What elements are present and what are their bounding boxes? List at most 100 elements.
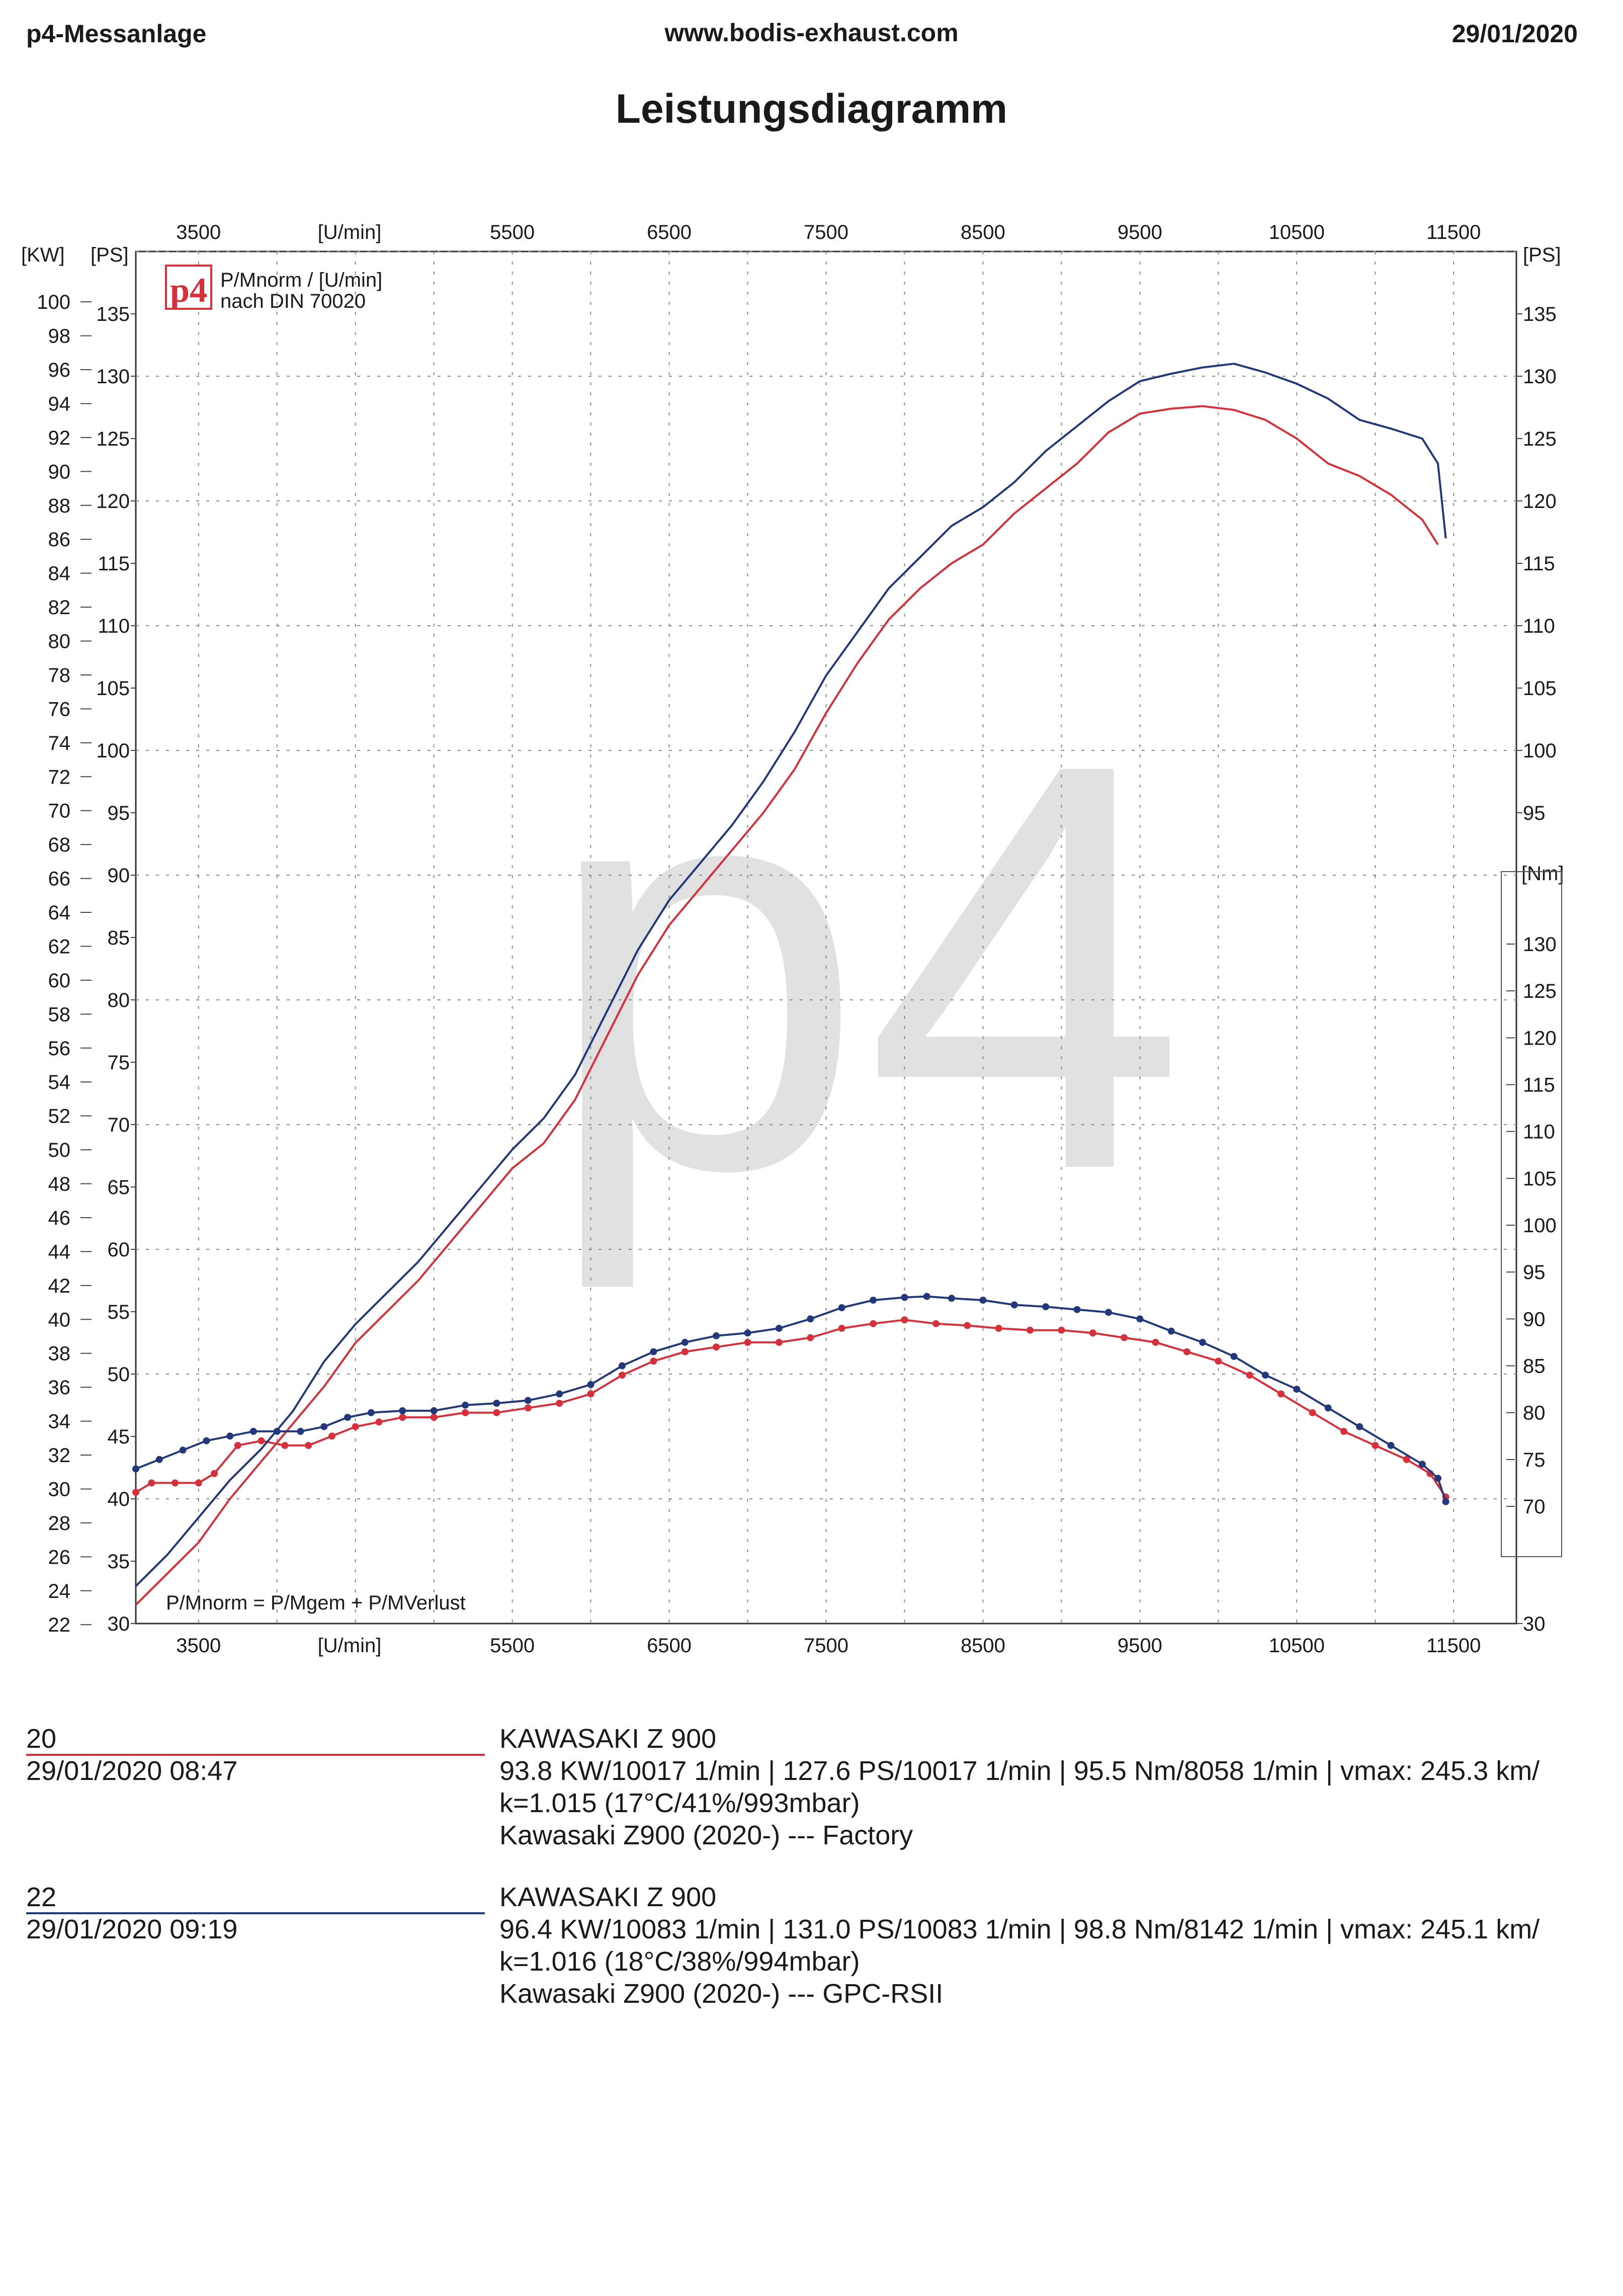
kw-tick-label: 72 <box>48 766 71 788</box>
kw-tick-label: 54 <box>48 1071 71 1093</box>
ps-tick-label-left: 90 <box>108 865 130 887</box>
kw-tick-label: 82 <box>48 597 71 619</box>
header-website: www.bodis-exhaust.com <box>664 19 959 47</box>
x-tick-label-top: 11500 <box>1426 221 1481 243</box>
torque-curve-20 <box>135 1319 1447 1498</box>
nm-tick-label: 75 <box>1523 1449 1546 1471</box>
kw-tick-label: 50 <box>48 1139 71 1161</box>
torque-point-22 <box>1324 1404 1332 1412</box>
run-20-block: 20 29/01/2020 08:47 KAWASAKI Z 900 93.8 … <box>0 1723 1623 1853</box>
kw-tick-label: 44 <box>48 1241 71 1263</box>
torque-point-20 <box>1403 1456 1410 1463</box>
ps-tick-label-left: 40 <box>108 1488 130 1510</box>
left-ps-unit-label: [PS] <box>91 244 129 266</box>
torque-point-22 <box>1434 1475 1441 1482</box>
torque-point-20 <box>1309 1409 1316 1416</box>
kw-tick-label: 68 <box>48 834 71 856</box>
kw-tick-label: 36 <box>48 1377 71 1399</box>
x-tick-label-top: 8500 <box>961 221 1005 243</box>
torque-point-22 <box>155 1456 163 1463</box>
kw-tick-label: 96 <box>48 359 71 381</box>
run-22-conditions: k=1.016 (18°C/38%/994mbar) <box>499 1946 860 1977</box>
torque-point-22 <box>619 1362 626 1370</box>
nm-tick-label: 90 <box>1523 1308 1546 1330</box>
torque-point-22 <box>1442 1498 1449 1505</box>
torque-point-20 <box>258 1437 265 1444</box>
torque-point-22 <box>367 1409 375 1416</box>
run-20-color-rule <box>26 1754 485 1756</box>
ps-tick-label-right: 125 <box>1523 428 1557 450</box>
torque-point-22 <box>1167 1327 1175 1335</box>
torque-point-22 <box>430 1407 438 1414</box>
kw-tick-label: 86 <box>48 529 71 551</box>
kw-tick-label: 80 <box>48 631 71 653</box>
kw-tick-label: 84 <box>48 563 71 585</box>
torque-point-22 <box>1105 1309 1112 1316</box>
right-ps-unit-label: [PS] <box>1523 244 1561 266</box>
x-tick-label-top: 9500 <box>1118 221 1162 243</box>
torque-point-22 <box>203 1437 210 1444</box>
torque-point-22 <box>870 1297 877 1304</box>
torque-point-20 <box>932 1320 939 1327</box>
ps-tick-label-left: 65 <box>108 1176 130 1199</box>
torque-point-20 <box>305 1441 312 1449</box>
torque-point-20 <box>328 1432 335 1440</box>
legend: p4 P/Mnorm / [U/min]nach DIN 70020 <box>165 265 382 312</box>
run-22-model: KAWASAKI Z 900 <box>499 1882 717 1912</box>
torque-point-20 <box>1246 1372 1253 1379</box>
x-axis-label-top: [U/min] <box>318 221 382 243</box>
kw-tick-label: 22 <box>48 1614 71 1636</box>
ps-tick-label-right: 105 <box>1523 677 1557 700</box>
x-tick-label-bottom: 10500 <box>1269 1635 1325 1657</box>
ps-tick-label-left: 50 <box>108 1364 130 1386</box>
kw-tick-label: 48 <box>48 1173 71 1196</box>
nm-tick-label: 80 <box>1523 1402 1546 1424</box>
x-tick-label-bottom: 7500 <box>804 1635 848 1657</box>
kw-tick-label: 60 <box>48 970 71 992</box>
torque-point-20 <box>1183 1348 1190 1355</box>
torque-curve-22 <box>135 1295 1447 1502</box>
x-tick-label-top: 5500 <box>490 221 535 243</box>
run-20-id: 20 <box>26 1724 57 1754</box>
torque-point-20 <box>619 1372 626 1379</box>
p4-logo-text: p4 <box>170 271 207 310</box>
torque-point-20 <box>1372 1441 1379 1449</box>
torque-point-20 <box>352 1423 359 1430</box>
kw-tick-label: 94 <box>48 393 71 415</box>
torque-point-20 <box>681 1348 689 1355</box>
torque-point-20 <box>234 1441 241 1449</box>
ps-tick-label-left: 110 <box>98 615 130 637</box>
ps-tick-label-left: 60 <box>108 1239 130 1261</box>
kw-tick-label: 52 <box>48 1106 71 1128</box>
run-20-description: Kawasaki Z900 (2020-) --- Factory <box>499 1820 913 1850</box>
torque-point-22 <box>132 1465 139 1473</box>
torque-point-20 <box>556 1400 563 1407</box>
nm-tick-label: 110 <box>1523 1121 1555 1143</box>
kw-tick-label: 92 <box>48 427 71 449</box>
torque-point-22 <box>493 1400 500 1407</box>
torque-point-22 <box>226 1432 234 1440</box>
nm-tick-label: 100 <box>1523 1215 1557 1237</box>
kw-tick-label: 98 <box>48 325 71 348</box>
torque-point-20 <box>172 1479 179 1487</box>
torque-point-22 <box>249 1427 257 1435</box>
torque-point-22 <box>744 1329 751 1337</box>
torque-point-20 <box>524 1404 532 1412</box>
torque-point-22 <box>462 1401 469 1409</box>
torque-point-22 <box>1136 1315 1144 1323</box>
x-tick-label-bottom: 8500 <box>961 1635 1005 1657</box>
torque-point-22 <box>1073 1306 1081 1313</box>
torque-point-22 <box>807 1315 814 1323</box>
torque-point-20 <box>964 1322 971 1329</box>
x-tick-label-top: 6500 <box>647 221 692 243</box>
kw-tick-label: 74 <box>48 732 71 754</box>
torque-point-20 <box>1277 1390 1285 1398</box>
x-tick-label-bottom: 9500 <box>1118 1635 1162 1657</box>
legend-line-2: nach DIN 70020 <box>220 290 366 312</box>
kw-tick-label: 28 <box>48 1512 71 1535</box>
torque-point-20 <box>195 1479 202 1487</box>
torque-point-22 <box>320 1423 328 1430</box>
ps-tick-label-left: 115 <box>98 553 130 575</box>
kw-tick-label: 34 <box>48 1411 71 1433</box>
torque-point-22 <box>587 1381 594 1388</box>
